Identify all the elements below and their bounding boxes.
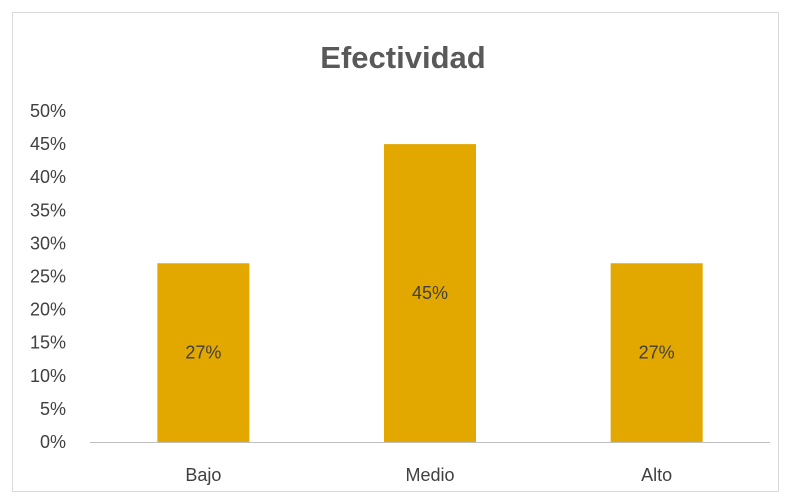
y-tick-label: 0% [40, 432, 66, 452]
bar-alto [610, 263, 703, 442]
data-label-medio: 45% [412, 283, 448, 303]
x-category-label: Bajo [185, 465, 221, 485]
x-category-label: Medio [405, 465, 454, 485]
x-axis-category-labels: Bajo Medio Alto [185, 465, 672, 485]
y-tick-label: 50% [30, 101, 66, 121]
chart-title: Efectividad [320, 40, 485, 75]
y-tick-label: 25% [30, 267, 66, 287]
y-axis-ticks: 0% 5% 10% 15% 20% 25% 30% 35% 40% 45% 50% [30, 101, 66, 452]
bars [157, 144, 703, 442]
y-tick-label: 20% [30, 300, 66, 320]
bar-medio [384, 144, 476, 442]
y-tick-label: 5% [40, 399, 66, 419]
data-label-bajo: 27% [185, 343, 221, 363]
y-tick-label: 15% [30, 333, 66, 353]
y-tick-label: 30% [30, 233, 66, 253]
y-tick-label: 40% [30, 167, 66, 187]
y-tick-label: 35% [30, 200, 66, 220]
y-tick-label: 10% [30, 366, 66, 386]
x-category-label: Alto [641, 465, 672, 485]
data-labels: 27% 45% 27% [185, 283, 674, 363]
data-label-alto: 27% [639, 343, 675, 363]
y-tick-label: 45% [30, 134, 66, 154]
bar-bajo [157, 263, 250, 442]
